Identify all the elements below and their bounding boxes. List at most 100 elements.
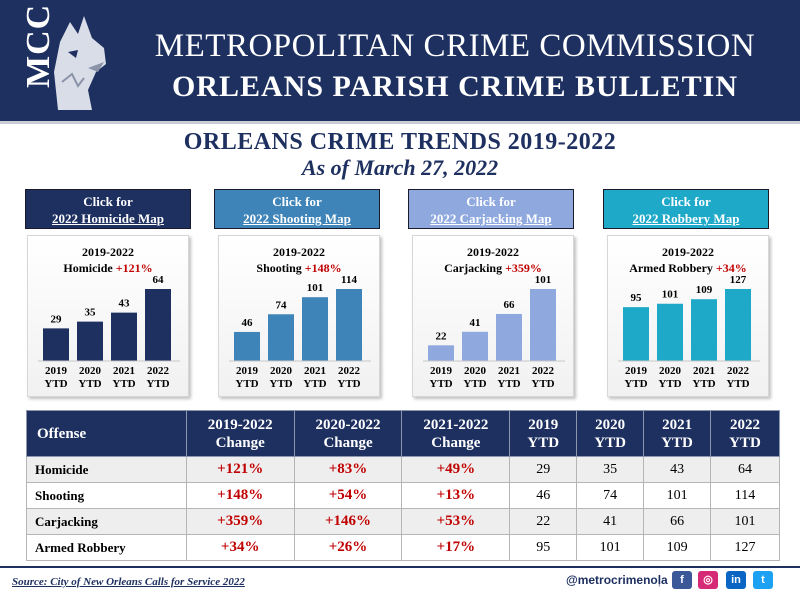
ytd-cell: 114 <box>710 482 780 509</box>
header-banner: MCC METROPOLITAN CRIME COMMISSION ORLEAN… <box>0 0 800 124</box>
carjacking-map-button[interactable]: Click for 2022 Carjacking Map <box>408 189 574 229</box>
header-change-2021: 2021-2022 Change <box>401 410 511 457</box>
ytd-cell: 74 <box>576 482 645 509</box>
ytd-cell: 127 <box>710 534 780 561</box>
bar-value-label: 41 <box>470 317 481 329</box>
bar-2022-ytd <box>530 289 556 361</box>
header-ytd-2021: 2021 YTD <box>643 410 712 457</box>
carjacking-map-link[interactable]: 2022 Carjacking Map <box>430 211 552 226</box>
ytd-cell: 41 <box>576 508 645 535</box>
ytd-cell: 29 <box>509 456 578 483</box>
ytd-cell: 64 <box>710 456 780 483</box>
twitter-icon[interactable]: t <box>753 571 773 589</box>
bar-2021-ytd <box>496 313 522 361</box>
category-label: 2022 <box>532 365 555 377</box>
header-change-2020: 2020-2022 Change <box>293 410 403 457</box>
button-line1: Click for <box>83 194 133 209</box>
wolf-icon <box>54 16 106 110</box>
homicide-map-button[interactable]: Click for 2022 Homicide Map <box>25 189 191 229</box>
chart-title: 2019-2022 Carjacking +359% <box>413 244 573 276</box>
ytd-cell: 95 <box>509 534 578 561</box>
chart-change: +121% <box>115 261 153 275</box>
category-label: 2021 <box>113 365 135 377</box>
change-cell: +121% <box>185 456 295 483</box>
header-ytd-2022: 2022 YTD <box>710 410 780 457</box>
change-cell: +359% <box>185 508 295 535</box>
category-label: 2020 <box>270 365 293 377</box>
bar-2021-ytd <box>302 297 328 361</box>
bar-value-label: 22 <box>436 330 448 342</box>
chart-change: +148% <box>304 261 342 275</box>
ytd-cell: 66 <box>643 508 712 535</box>
table-row: Homicide +121% +83% +49% 29 35 43 64 <box>26 456 780 483</box>
offense-cell: Armed Robbery <box>26 534 187 561</box>
category-label: YTD <box>658 378 681 390</box>
bar-2020-ytd <box>462 331 488 361</box>
category-label: YTD <box>303 378 326 390</box>
offense-cell: Homicide <box>26 456 187 483</box>
shooting-map-button[interactable]: Click for 2022 Shooting Map <box>214 189 380 229</box>
bar-value-label: 127 <box>730 274 747 286</box>
change-cell: +26% <box>293 534 403 561</box>
chart-period: 2019-2022 <box>273 245 325 259</box>
category-label: YTD <box>78 378 101 390</box>
bar-2021-ytd <box>691 299 717 361</box>
chart-period: 2019-2022 <box>467 245 519 259</box>
header-offense: Offense <box>26 410 187 457</box>
robbery-map-link[interactable]: 2022 Robbery Map <box>632 211 740 226</box>
shooting-map-link[interactable]: 2022 Shooting Map <box>243 211 351 226</box>
chart-period: 2019-2022 <box>662 245 714 259</box>
button-line1: Click for <box>272 194 322 209</box>
homicide-map-link[interactable]: 2022 Homicide Map <box>52 211 164 226</box>
ytd-cell: 101 <box>576 534 645 561</box>
button-line1: Click for <box>466 194 516 209</box>
linkedin-icon[interactable]: in <box>726 571 746 589</box>
robbery-map-button[interactable]: Click for 2022 Robbery Map <box>603 189 769 229</box>
bar-value-label: 101 <box>662 289 679 301</box>
change-cell: +53% <box>401 508 511 535</box>
homicide-chart: 2019-2022 Homicide +121% 29 2019 YTD 35 2020… <box>27 235 189 397</box>
bar-value-label: 101 <box>307 282 324 294</box>
category-label: 2019 <box>430 365 453 377</box>
bar-value-label: 43 <box>119 298 131 310</box>
bar-2022-ytd <box>336 289 362 361</box>
bar-2019-ytd <box>428 345 454 361</box>
shooting-chart: 2019-2022 Shooting +148% 46 2019 YTD 74 2020… <box>218 235 380 397</box>
footer-divider <box>0 566 800 568</box>
button-line1: Click for <box>661 194 711 209</box>
bar-2019-ytd <box>43 328 69 361</box>
category-label: YTD <box>726 378 749 390</box>
ytd-cell: 46 <box>509 482 578 509</box>
instagram-icon[interactable]: ◎ <box>698 571 718 589</box>
category-label: 2021 <box>693 365 715 377</box>
category-label: 2021 <box>498 365 520 377</box>
bar-value-label: 64 <box>153 274 165 286</box>
bar-2019-ytd <box>623 307 649 361</box>
category-label: YTD <box>531 378 554 390</box>
change-cell: +146% <box>293 508 403 535</box>
facebook-icon[interactable]: f <box>672 571 692 589</box>
bar-2022-ytd <box>725 289 751 361</box>
category-label: YTD <box>463 378 486 390</box>
ytd-cell: 35 <box>576 456 645 483</box>
bar-2020-ytd <box>657 303 683 361</box>
category-label: 2019 <box>625 365 648 377</box>
table-header-row: Offense 2019-2022 Change 2020-2022 Change … <box>26 410 780 457</box>
chart-label: Armed Robbery <box>629 261 713 275</box>
bar-value-label: 109 <box>696 284 713 296</box>
header-ytd-2019: 2019 YTD <box>509 410 578 457</box>
chart-title: 2019-2022 Shooting +148% <box>219 244 379 276</box>
bar-value-label: 35 <box>85 307 97 319</box>
bar-value-label: 46 <box>242 317 254 329</box>
header-subtitle: ORLEANS PARISH CRIME BULLETIN <box>171 70 739 103</box>
bar-value-label: 74 <box>276 299 288 311</box>
ytd-cell: 101 <box>643 482 712 509</box>
category-label: 2022 <box>338 365 361 377</box>
trends-title: ORLEANS CRIME TRENDS 2019-2022 <box>183 129 617 155</box>
source-link[interactable]: Source: City of New Orleans Calls for Se… <box>12 576 245 588</box>
robbery-chart: 2019-2022 Armed Robbery +34% 95 2019 YTD 10… <box>607 235 769 397</box>
